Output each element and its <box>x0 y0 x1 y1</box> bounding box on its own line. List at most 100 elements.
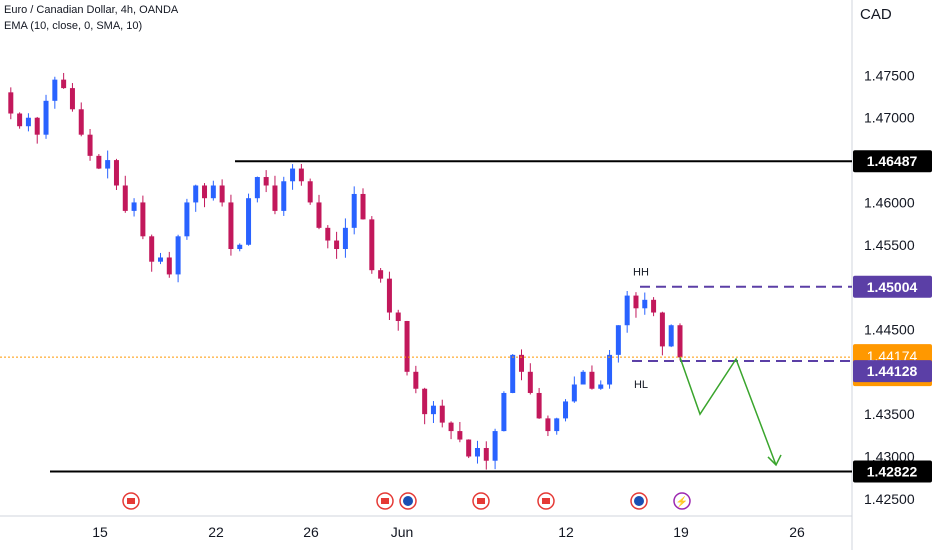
candle-body <box>149 236 155 262</box>
candle-body <box>580 371 586 385</box>
candle-body <box>131 202 137 211</box>
candle-body <box>254 177 260 199</box>
candle-body <box>96 155 102 169</box>
candle-body <box>378 270 384 279</box>
candle-body <box>474 448 480 457</box>
candle-body <box>316 202 322 228</box>
candle-body <box>43 100 49 135</box>
candle-body <box>193 185 199 203</box>
candle-body <box>34 117 40 135</box>
candle-body <box>510 354 516 393</box>
level-tag-bg <box>853 150 932 173</box>
candle-body <box>633 295 639 309</box>
candle-body <box>263 177 269 186</box>
candle-body <box>404 320 410 372</box>
candle-body <box>607 354 613 385</box>
time-tick-label: 22 <box>208 524 224 540</box>
candle-body <box>413 371 419 389</box>
candle-body <box>175 236 181 275</box>
bolt-mark: ⚡ <box>676 495 688 508</box>
candle-body <box>105 160 111 169</box>
flag-mark <box>477 498 485 504</box>
candle-body <box>527 371 533 393</box>
candle-body <box>298 168 304 182</box>
time-tick-label: 26 <box>789 524 805 540</box>
candle-body <box>501 392 507 432</box>
candle-body <box>281 181 287 211</box>
candle-body <box>642 299 648 309</box>
indicator-label: EMA (10, close, 0, SMA, 10) <box>4 20 143 32</box>
candle-body <box>369 219 375 271</box>
globe-mark <box>403 496 413 506</box>
candle-body <box>122 185 128 211</box>
candle-body <box>563 401 569 419</box>
candle-body <box>184 202 190 237</box>
candle-body <box>228 202 234 250</box>
price-tick-label: 1.46000 <box>864 194 915 210</box>
price-tick-label: 1.43000 <box>864 448 915 464</box>
price-tick-label: 1.43500 <box>864 406 915 422</box>
candle-body <box>157 257 163 262</box>
price-tick-label: 1.47000 <box>864 110 915 126</box>
candle-body <box>439 405 445 423</box>
annotation-hl: HL <box>634 379 648 391</box>
candle-body <box>519 354 525 372</box>
time-tick-label: Jun <box>391 524 414 540</box>
time-tick-label: 15 <box>92 524 108 540</box>
candle-body <box>422 388 428 415</box>
candle-body <box>395 312 401 321</box>
candle-body <box>360 193 366 220</box>
level-tag: 1.44128 <box>867 363 918 379</box>
time-tick-label: 26 <box>303 524 319 540</box>
price-tick-label: 1.44500 <box>864 321 915 337</box>
projection-arrowhead <box>767 454 782 467</box>
candle-body <box>219 185 225 203</box>
candle-body <box>237 244 243 250</box>
candle-body <box>483 448 489 461</box>
candle-body <box>307 181 313 203</box>
flag-mark <box>381 498 389 504</box>
candle-body <box>8 92 14 114</box>
candle-body <box>386 278 392 313</box>
candle-body <box>25 117 31 127</box>
level-tag: 1.46487 <box>867 153 918 169</box>
candle-body <box>342 227 348 250</box>
candle-body <box>210 185 216 199</box>
candle-body <box>589 371 595 389</box>
current-price-tag: 1.44174 <box>867 348 918 364</box>
candle-body <box>668 325 674 347</box>
currency-label: CAD <box>860 6 892 23</box>
candle-body <box>166 257 172 275</box>
price-tick-label: 1.47500 <box>864 67 915 83</box>
flag-mark <box>127 498 135 504</box>
time-tick-label: 12 <box>558 524 574 540</box>
candle-body <box>351 193 357 228</box>
candle-body <box>448 422 454 432</box>
flag-mark <box>542 498 550 504</box>
candle-body <box>17 113 23 127</box>
globe-mark <box>634 496 644 506</box>
candle-body <box>52 79 58 101</box>
candle-body <box>554 418 560 432</box>
candle-body <box>457 431 463 440</box>
candle-body <box>624 295 630 326</box>
candle-body <box>325 227 331 241</box>
candle-body <box>334 240 340 250</box>
candle-body <box>615 325 621 355</box>
candle-body <box>69 88 75 110</box>
candle-body <box>290 168 296 182</box>
price-tick-label: 1.45500 <box>864 237 915 253</box>
candle-body <box>87 134 93 156</box>
candle-body <box>598 384 604 389</box>
candle-body <box>272 185 278 211</box>
candle-body <box>651 299 657 313</box>
level-tag-bg <box>853 360 932 383</box>
candle-body <box>246 198 252 245</box>
lightning-icon[interactable] <box>673 492 691 510</box>
candle-body <box>571 384 577 402</box>
candle-body <box>536 392 542 419</box>
candle-body <box>113 160 119 186</box>
candle-body <box>545 418 551 432</box>
level-tag-bg <box>853 460 932 483</box>
